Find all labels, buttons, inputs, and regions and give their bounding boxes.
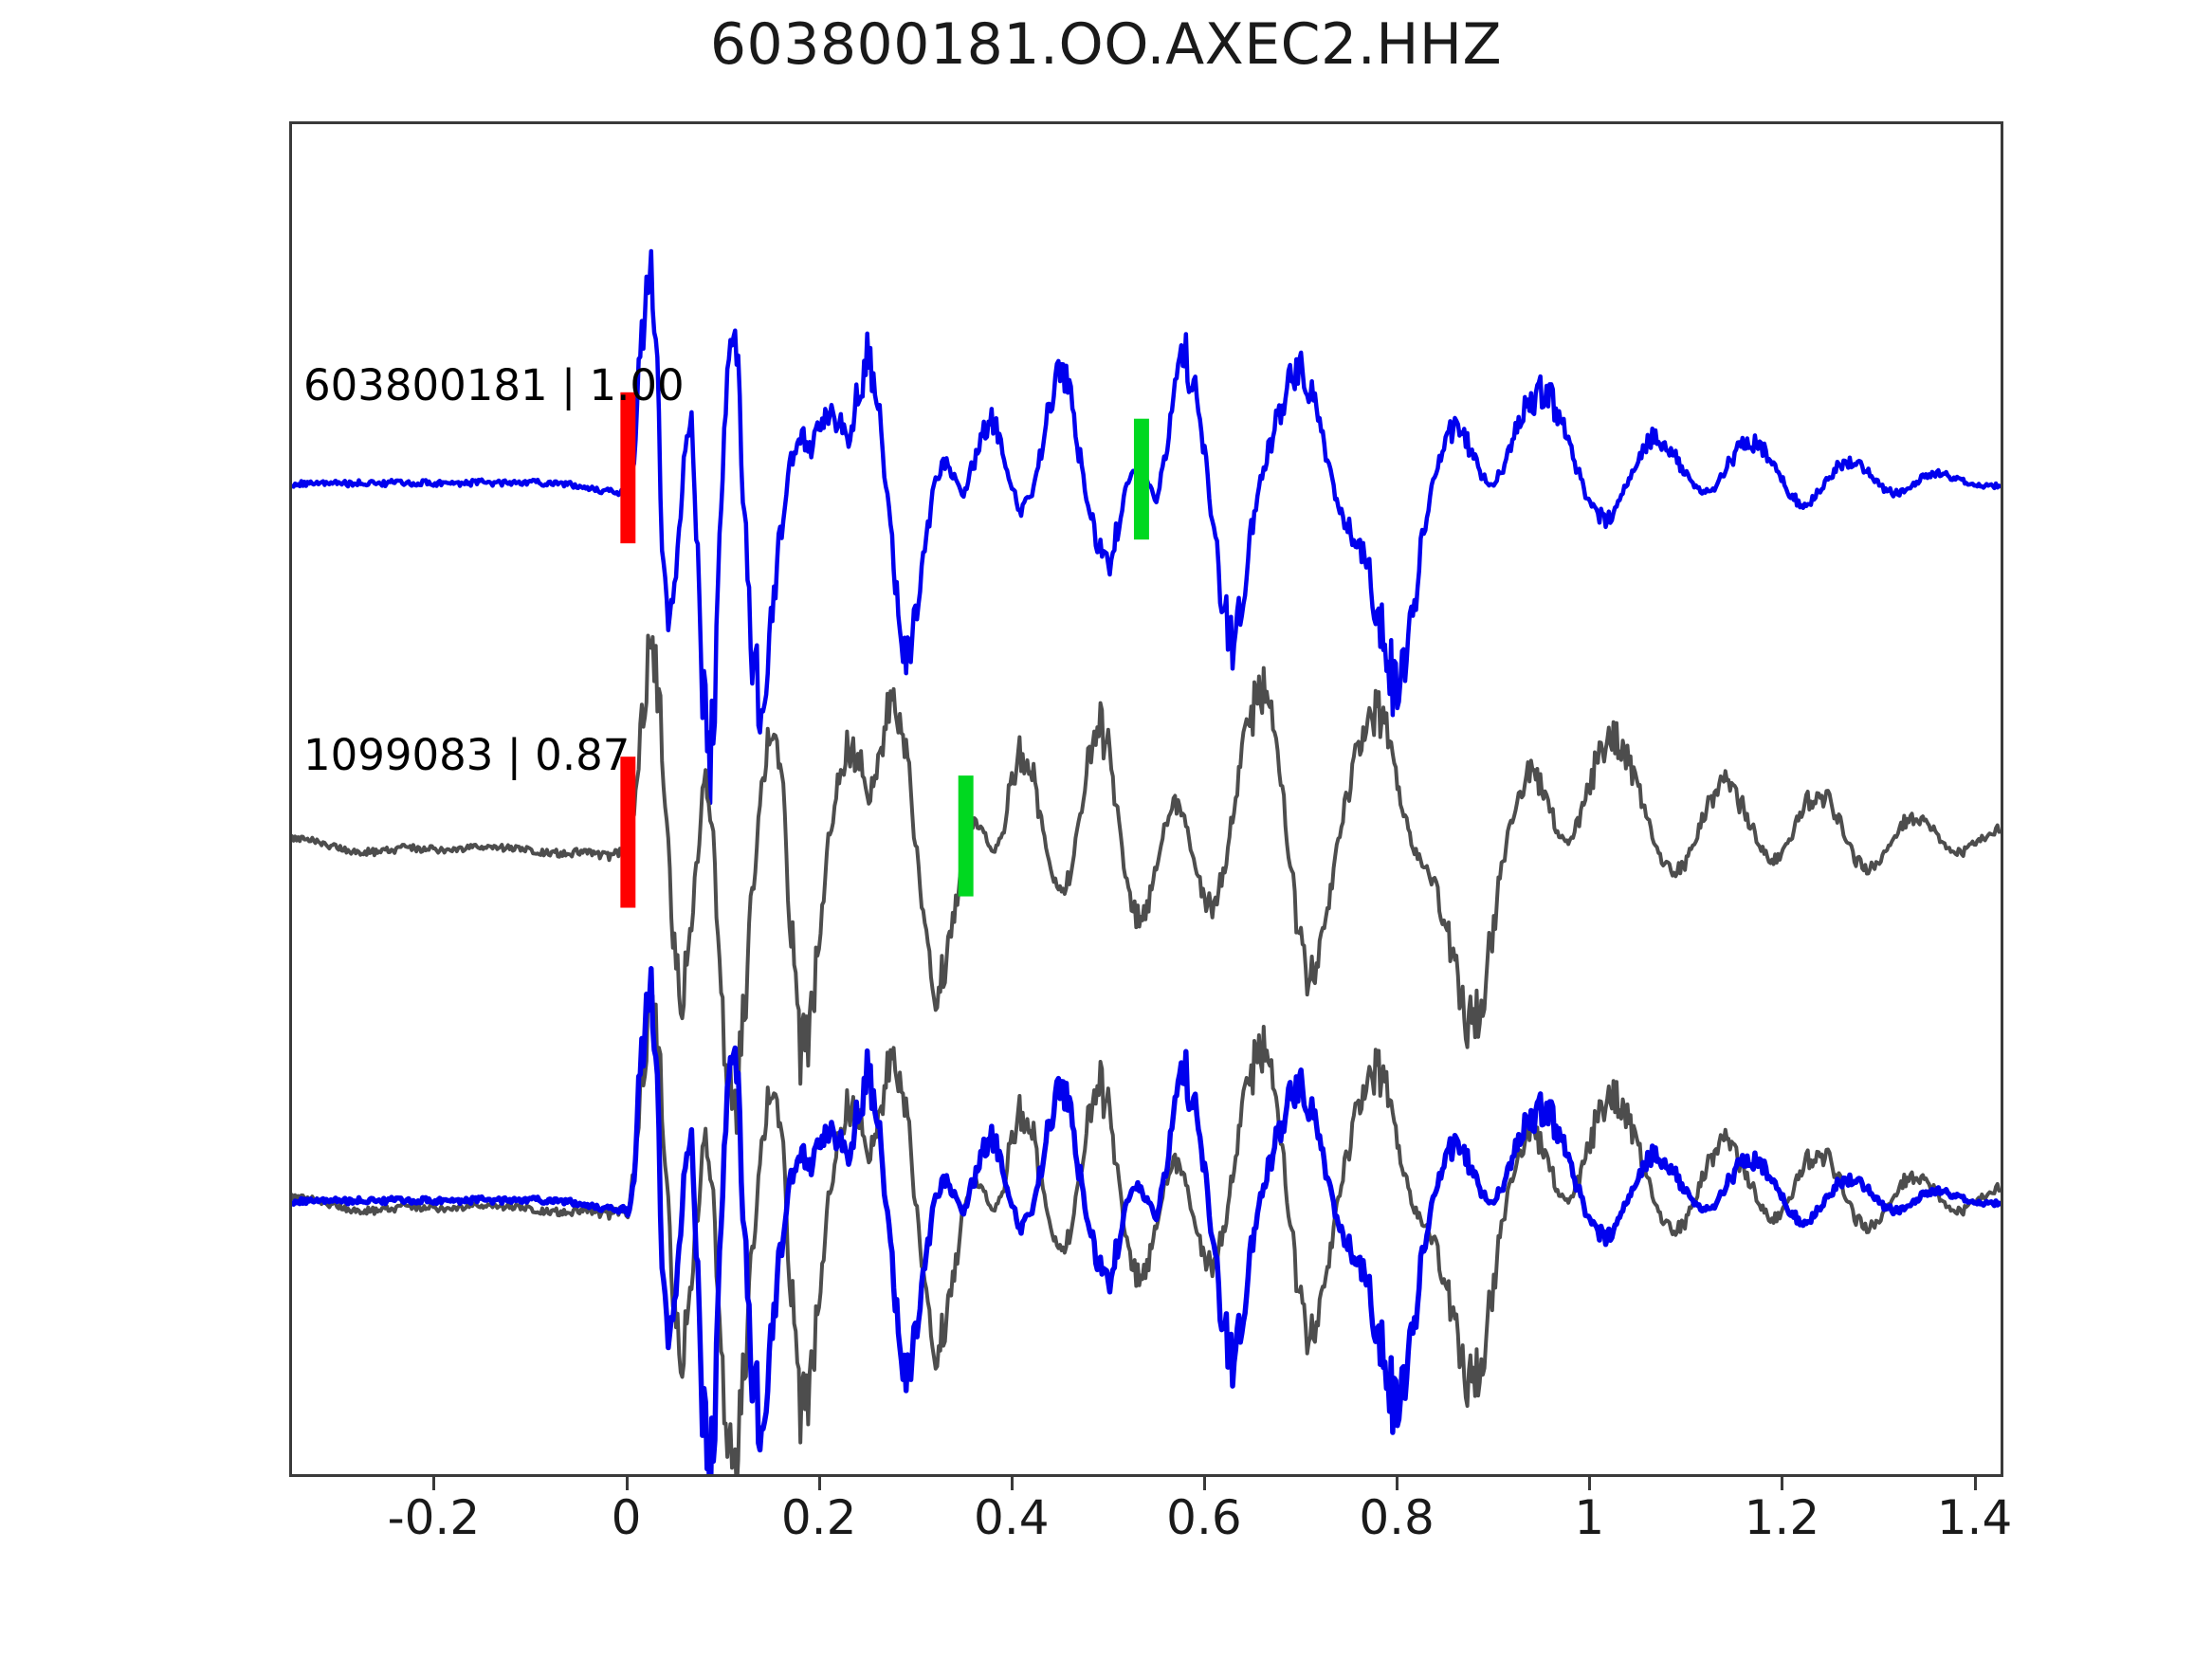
x-tick-mark bbox=[1010, 1477, 1014, 1490]
x-tick-label: 0.6 bbox=[1166, 1490, 1242, 1545]
x-tick-mark bbox=[1202, 1477, 1206, 1490]
x-tick-label: 1 bbox=[1574, 1490, 1605, 1545]
x-tick-label: -0.2 bbox=[387, 1490, 481, 1545]
waveform-overlay-template bbox=[292, 966, 2001, 1474]
p-pick-marker-template bbox=[620, 392, 636, 544]
x-tick-label: 0.8 bbox=[1359, 1490, 1435, 1545]
trace-label-template: 603800181 | 1.00 bbox=[303, 360, 685, 410]
x-tick-mark bbox=[1973, 1477, 1977, 1490]
x-tick-label: 1.2 bbox=[1744, 1490, 1820, 1545]
x-tick-label: 0.2 bbox=[780, 1490, 857, 1545]
x-tick-mark bbox=[432, 1477, 436, 1490]
waveform-overlay-detection bbox=[292, 992, 2001, 1474]
p-pick-marker-detection bbox=[620, 757, 636, 908]
trace-label-detection: 1099083 | 0.87 bbox=[303, 730, 631, 780]
waveform-canvas bbox=[292, 248, 2001, 1474]
plot-area bbox=[289, 121, 2003, 1477]
x-tick-mark bbox=[817, 1477, 821, 1490]
x-tick-mark bbox=[1396, 1477, 1399, 1490]
x-tick-mark bbox=[625, 1477, 629, 1490]
page-title: 603800181.OO.AXEC2.HHZ bbox=[709, 11, 1503, 78]
x-tick-label: 0.4 bbox=[974, 1490, 1050, 1545]
waveform-detection-panel bbox=[292, 633, 2001, 1136]
s-pick-marker-detection bbox=[958, 775, 974, 897]
s-pick-marker-template bbox=[1133, 418, 1149, 540]
x-tick-mark bbox=[1781, 1477, 1784, 1490]
x-tick-mark bbox=[1588, 1477, 1592, 1490]
x-tick-label: 0 bbox=[611, 1490, 642, 1545]
x-tick-label: 1.4 bbox=[1936, 1490, 2013, 1545]
